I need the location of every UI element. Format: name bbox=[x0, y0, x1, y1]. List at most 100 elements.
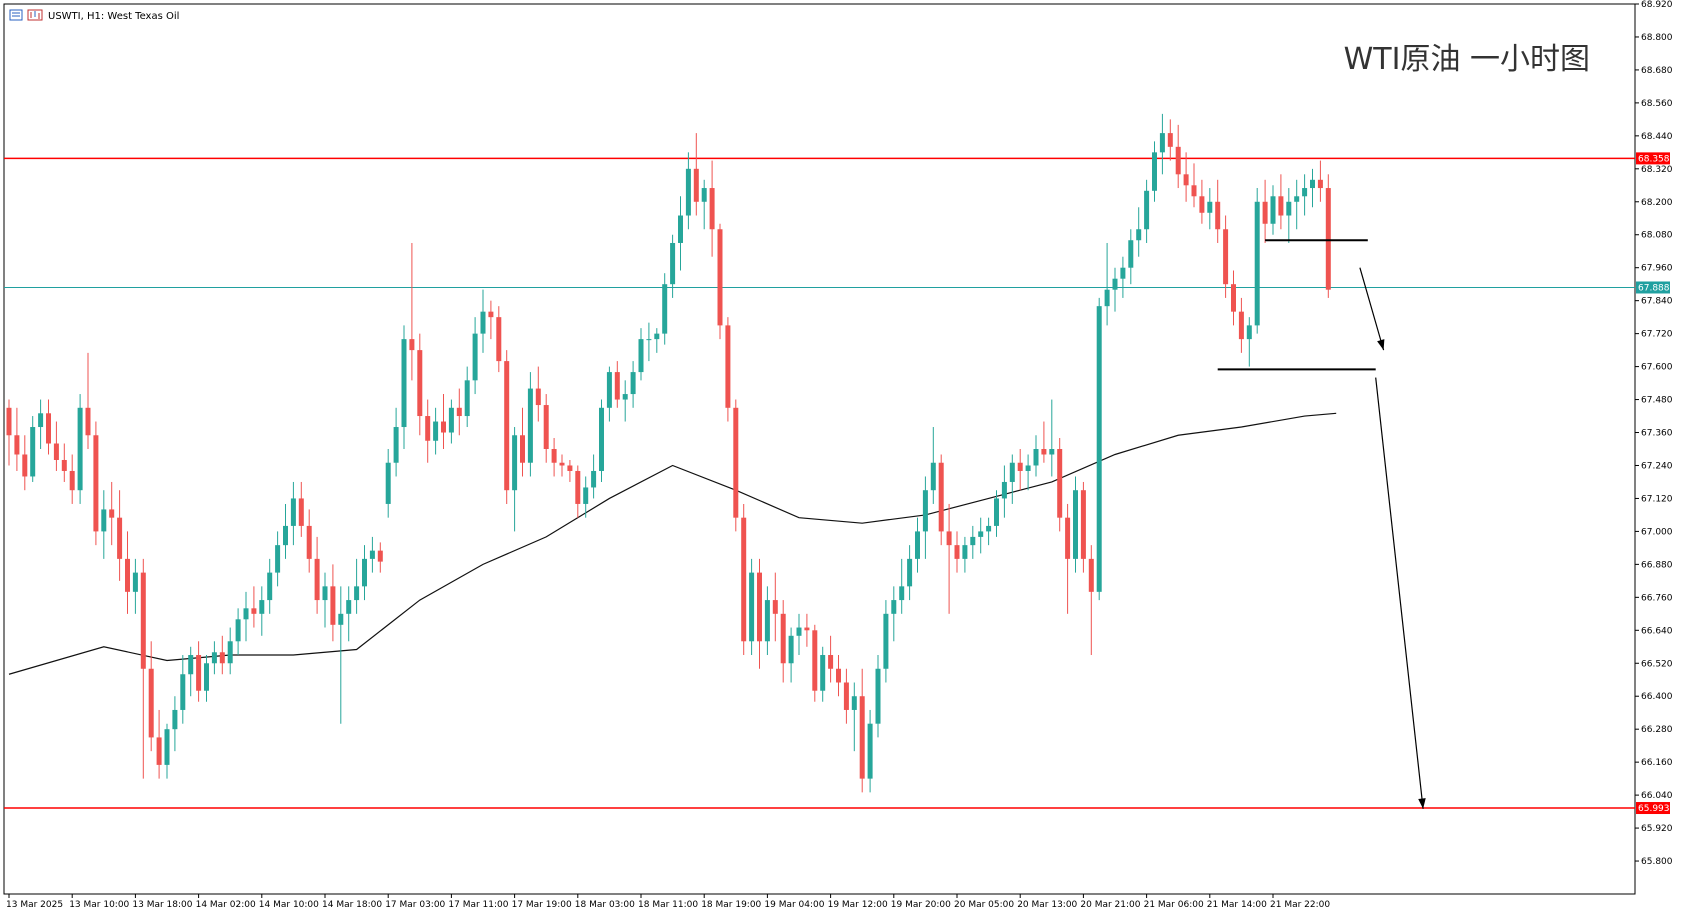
candle[interactable] bbox=[970, 525, 976, 559]
candle[interactable] bbox=[1001, 465, 1007, 518]
candle[interactable] bbox=[606, 366, 612, 422]
candle[interactable] bbox=[1088, 545, 1094, 656]
candle[interactable] bbox=[61, 443, 67, 482]
candle[interactable] bbox=[488, 300, 494, 340]
candle[interactable] bbox=[828, 635, 834, 683]
candle[interactable] bbox=[1112, 267, 1118, 312]
candle[interactable] bbox=[1167, 119, 1173, 161]
candle[interactable] bbox=[417, 333, 423, 436]
candle[interactable] bbox=[685, 152, 691, 230]
candle[interactable] bbox=[69, 454, 75, 504]
candle[interactable] bbox=[709, 160, 715, 257]
candle[interactable] bbox=[567, 459, 573, 482]
candle[interactable] bbox=[109, 481, 115, 546]
candle[interactable] bbox=[322, 572, 328, 628]
candle[interactable] bbox=[1033, 435, 1039, 477]
candle[interactable] bbox=[1317, 160, 1323, 202]
candle[interactable] bbox=[93, 421, 99, 546]
candle[interactable] bbox=[930, 427, 936, 504]
candle[interactable] bbox=[899, 558, 905, 614]
candle[interactable] bbox=[662, 273, 668, 345]
candle[interactable] bbox=[1183, 152, 1189, 202]
candle[interactable] bbox=[1144, 179, 1150, 243]
candle[interactable] bbox=[725, 317, 731, 422]
candle[interactable] bbox=[575, 465, 581, 518]
candle[interactable] bbox=[164, 723, 170, 779]
candle[interactable] bbox=[701, 179, 707, 230]
candle[interactable] bbox=[346, 586, 352, 642]
candle[interactable] bbox=[907, 545, 913, 601]
candle[interactable] bbox=[559, 454, 565, 477]
candle[interactable] bbox=[219, 635, 225, 675]
candle[interactable] bbox=[101, 490, 107, 559]
candle[interactable] bbox=[1017, 449, 1023, 491]
candle[interactable] bbox=[85, 352, 91, 449]
candle[interactable] bbox=[330, 564, 336, 642]
candle[interactable] bbox=[551, 438, 557, 477]
candle[interactable] bbox=[1238, 297, 1244, 353]
candle[interactable] bbox=[433, 407, 439, 455]
candle[interactable] bbox=[77, 394, 83, 504]
candle[interactable] bbox=[812, 624, 818, 702]
candle[interactable] bbox=[1159, 113, 1165, 175]
candle[interactable] bbox=[512, 427, 518, 532]
candle[interactable] bbox=[1025, 454, 1031, 491]
candle[interactable] bbox=[1270, 185, 1276, 235]
candle[interactable] bbox=[678, 196, 683, 271]
candle[interactable] bbox=[156, 709, 162, 779]
candle[interactable] bbox=[654, 328, 660, 353]
candle[interactable] bbox=[520, 407, 525, 477]
candle[interactable] bbox=[757, 558, 762, 669]
candle[interactable] bbox=[741, 503, 747, 656]
candle[interactable] bbox=[211, 641, 217, 675]
candle[interactable] bbox=[14, 407, 20, 471]
candle[interactable] bbox=[1049, 399, 1055, 477]
candle[interactable] bbox=[1096, 297, 1102, 601]
candle[interactable] bbox=[140, 558, 146, 779]
candle[interactable] bbox=[583, 476, 589, 518]
candle[interactable] bbox=[772, 572, 778, 642]
candle[interactable] bbox=[1065, 503, 1071, 614]
candle[interactable] bbox=[1223, 215, 1229, 298]
trend-arrow[interactable] bbox=[1375, 377, 1426, 809]
candle[interactable] bbox=[875, 655, 881, 738]
candle[interactable] bbox=[764, 586, 770, 656]
candle[interactable] bbox=[1286, 188, 1292, 243]
candle[interactable] bbox=[132, 558, 138, 614]
candle[interactable] bbox=[1199, 179, 1205, 224]
candle[interactable] bbox=[196, 641, 202, 702]
candle[interactable] bbox=[235, 608, 241, 656]
candle[interactable] bbox=[994, 490, 999, 537]
candle[interactable] bbox=[693, 133, 699, 216]
trend-arrow[interactable] bbox=[1359, 267, 1385, 351]
candle[interactable] bbox=[851, 682, 857, 752]
candle[interactable] bbox=[46, 399, 51, 455]
candle[interactable] bbox=[670, 234, 676, 298]
candle[interactable] bbox=[1009, 454, 1015, 504]
candle[interactable] bbox=[622, 380, 628, 422]
candle[interactable] bbox=[38, 399, 44, 449]
candle[interactable] bbox=[1041, 421, 1047, 463]
candle[interactable] bbox=[638, 328, 644, 381]
candle[interactable] bbox=[314, 536, 320, 614]
candle[interactable] bbox=[922, 476, 928, 559]
candle[interactable] bbox=[1278, 174, 1284, 230]
candle[interactable] bbox=[1215, 179, 1221, 243]
candle[interactable] bbox=[796, 613, 802, 656]
candle[interactable] bbox=[1254, 188, 1260, 334]
candle[interactable] bbox=[338, 586, 344, 724]
candle[interactable] bbox=[306, 509, 312, 573]
candle[interactable] bbox=[385, 449, 391, 518]
candle[interactable] bbox=[527, 372, 533, 477]
candle[interactable] bbox=[978, 517, 984, 554]
candle[interactable] bbox=[448, 399, 454, 444]
candle[interactable] bbox=[614, 361, 620, 408]
candle[interactable] bbox=[788, 627, 794, 683]
candle[interactable] bbox=[1073, 476, 1078, 573]
candle[interactable] bbox=[867, 709, 873, 793]
candle[interactable] bbox=[472, 317, 478, 395]
candle[interactable] bbox=[543, 394, 549, 463]
candle[interactable] bbox=[1128, 229, 1134, 285]
candle[interactable] bbox=[986, 517, 992, 546]
